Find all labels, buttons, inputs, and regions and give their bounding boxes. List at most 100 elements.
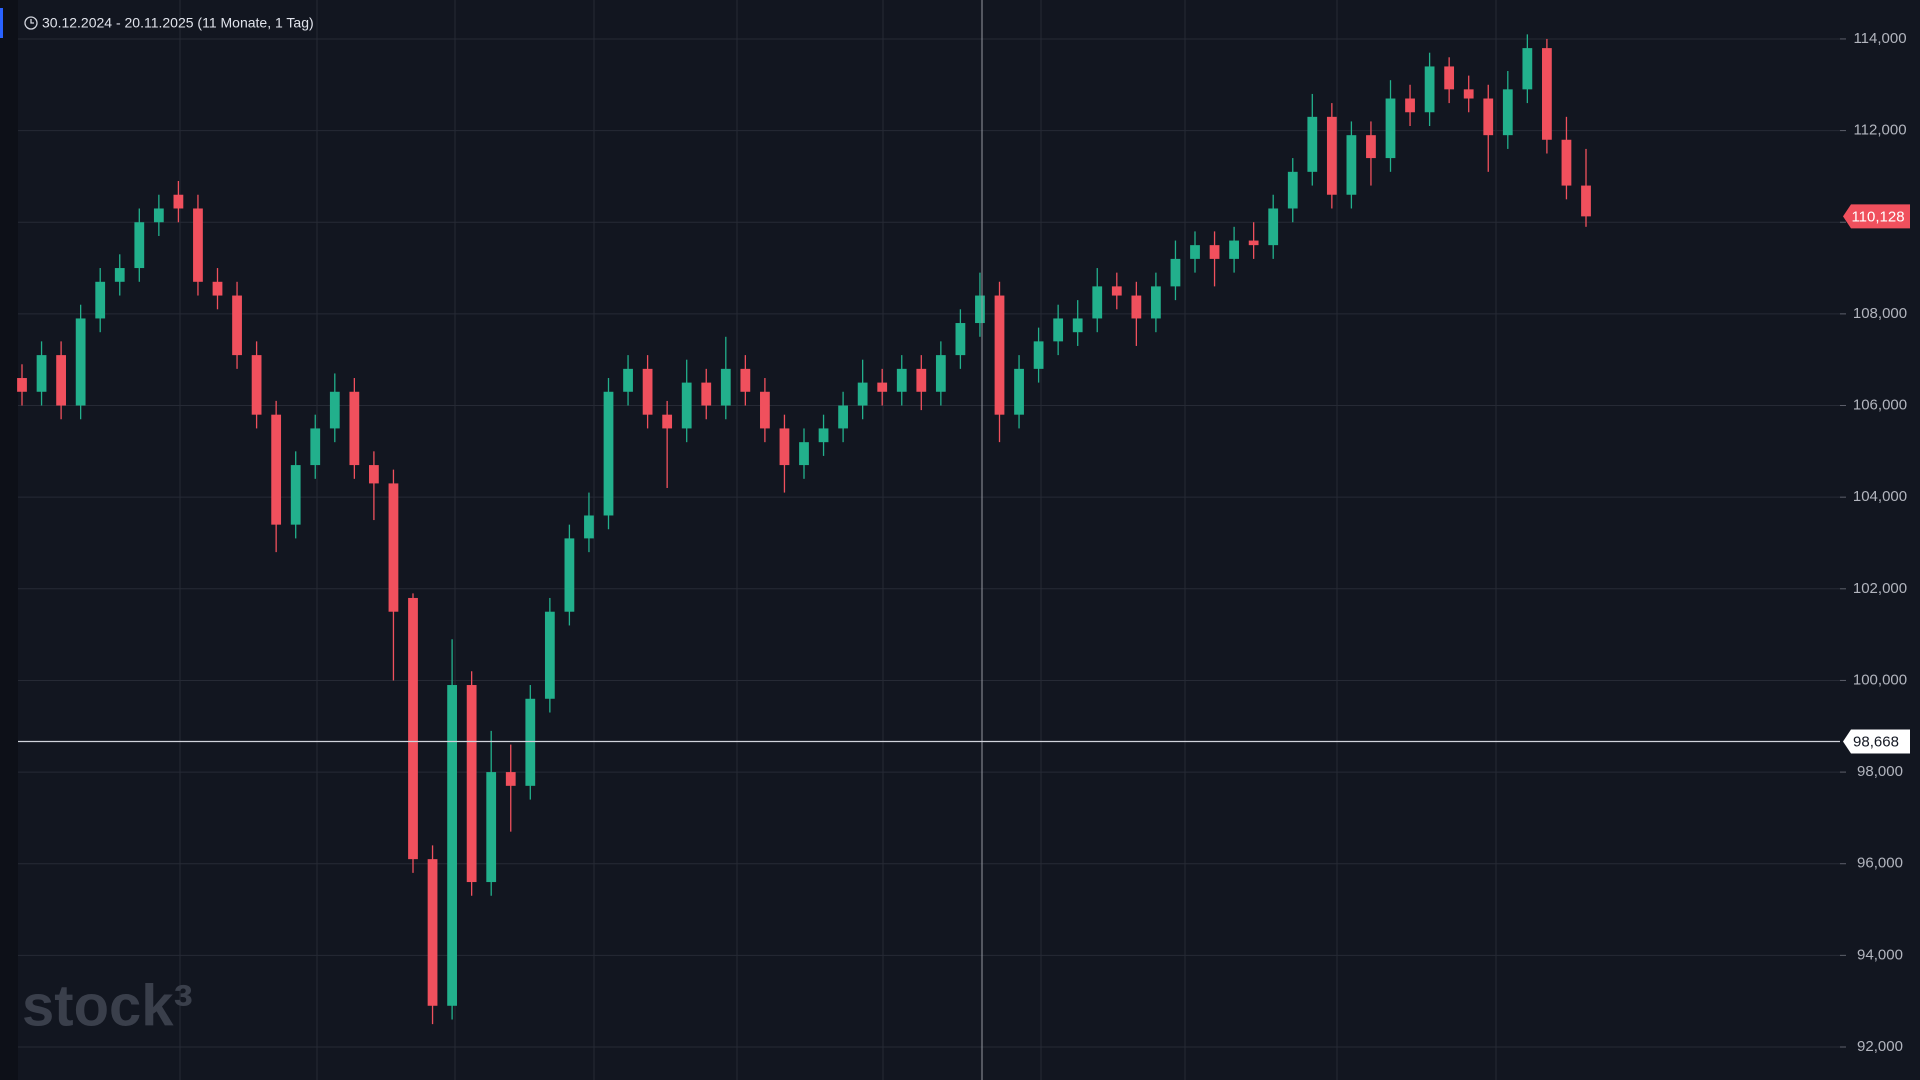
candle-body [1502,89,1513,136]
y-tick-label: 114,000 [1853,30,1906,47]
candle-body [251,355,262,415]
candle-body [369,465,379,484]
candle-body [1326,116,1337,195]
candle-body [193,208,203,282]
candle-body [329,391,340,429]
overlay: 98,668 110,128 [18,0,1910,1080]
candle-body [447,685,457,1006]
candle-body [95,281,106,319]
candle-body [564,538,575,612]
candle-body [1170,258,1181,287]
candle-body [877,382,888,392]
candle-body [603,391,614,516]
y-tick-label: 112,000 [1853,122,1906,139]
candle-body [173,194,184,209]
crosshair-price-label: 98,668 [1853,733,1899,750]
candle-body [1248,240,1259,246]
candle-body [1190,245,1200,259]
crosshair-price-box [1843,729,1910,754]
candle-body [701,382,712,406]
candle-body [1561,139,1572,186]
candle-body [994,295,1005,415]
candle-body [1053,318,1064,342]
y-tick-label: 96,000 [1857,855,1903,872]
y-tick-label: 92,000 [1857,1038,1903,1055]
candle-body [1307,116,1318,172]
clock-icon [24,16,38,30]
candle-body [1268,208,1279,246]
candle-body [1385,98,1396,159]
candle-body [1092,286,1103,319]
candle-body [36,355,47,392]
candle-body [818,428,829,443]
y-tick-label: 108,000 [1853,305,1907,322]
candle-body [935,355,946,392]
candle-body [290,465,301,525]
candle-body [681,382,692,429]
candle-body [623,368,633,392]
candle-body [779,428,790,466]
y-tick-label: 102,000 [1853,580,1907,597]
left-marker [0,8,3,38]
candle-body [212,281,223,296]
candle-body [1346,135,1357,195]
candle-body [114,268,125,282]
candle-body [1444,66,1455,90]
left-strip [0,0,18,1080]
y-tick-label: 100,000 [1853,671,1907,688]
y-tick-label: 106,000 [1853,396,1907,413]
candle-body [1405,98,1415,113]
candle-body [388,483,399,612]
candle-body [1366,135,1376,159]
candle-body [857,382,868,406]
candle-body [720,368,731,406]
candle-body [153,208,164,223]
candle-body [838,405,848,429]
grid: 92,000 94,000 96,000 98,000 100,000 102,000 10… [18,0,1907,1080]
candle-body [916,368,927,392]
candle-body [955,323,966,356]
candle-body [896,368,907,392]
candle-body [349,391,360,466]
candle-body [271,414,282,525]
candle-body [75,318,86,406]
y-tick-label: 104,000 [1853,488,1907,505]
candle-body [642,368,653,415]
candle-body [525,698,536,786]
y-tick-label: 98,000 [1857,763,1903,780]
candle-body [760,391,770,429]
candle-body [1033,341,1044,369]
candle-body [1151,286,1161,319]
clock-hand [30,19,34,24]
candles [17,34,1591,1025]
candle-body [544,611,555,699]
candle-body [1209,245,1220,259]
candle-body [134,222,145,269]
candle-body [17,378,27,392]
candle-body [1287,171,1298,209]
candle-body [1463,89,1474,99]
date-range: 30.12.2024 - 20.11.2025 (11 Monate, 1 Ta… [42,15,314,31]
candle-body [56,355,66,406]
watermark: stock³ [22,973,193,1038]
candle-body [584,515,594,539]
candle-body [1072,318,1083,333]
candle-body [486,772,497,883]
candle-body [1424,66,1435,113]
last-price-box [1843,204,1910,229]
candle-body [975,295,985,324]
candle-body [232,295,242,356]
candle-body [1483,98,1494,136]
candle-body [1542,48,1552,140]
candle-body [1014,368,1024,415]
candle-body [1522,48,1533,90]
candle-body [408,597,418,860]
candle-body [740,368,751,392]
last-price-label: 110,128 [1851,208,1904,225]
candle-body [1131,295,1142,319]
candle-body [662,414,673,429]
candle-body [1229,240,1239,259]
